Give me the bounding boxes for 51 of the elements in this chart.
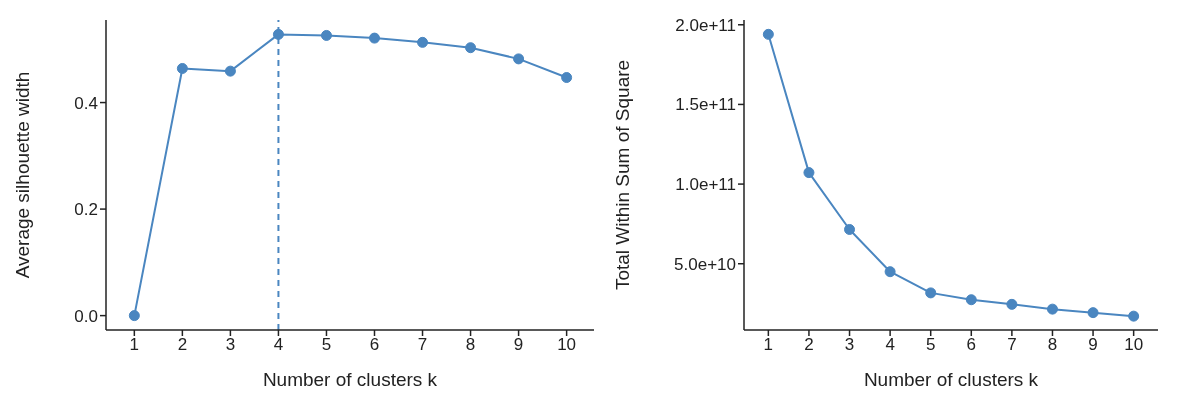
x-tick-label: 9 (513, 335, 524, 355)
x-tick-label: 7 (1007, 335, 1017, 355)
x-tick-label: 6 (369, 335, 380, 355)
point (417, 36, 429, 48)
x-tick-label: 3 (844, 335, 855, 355)
x-tick-label: 1 (129, 335, 140, 355)
y-tick-label: 2.0e+11 (675, 15, 736, 35)
x-axis-title: Number of clusters k (262, 369, 438, 390)
point (925, 287, 937, 299)
point (762, 28, 774, 40)
x-tick-label: 2 (804, 335, 814, 355)
point (1087, 307, 1099, 319)
point (176, 62, 188, 74)
x-tick-label: 10 (1124, 335, 1144, 355)
y-tick-label: 5.0e+10 (674, 254, 736, 274)
x-tick-label: 10 (557, 335, 577, 355)
point (224, 65, 236, 77)
x-tick-label: 9 (1088, 335, 1098, 355)
point (965, 294, 977, 306)
point (844, 223, 856, 235)
x-tick-label: 3 (225, 335, 236, 355)
x-tick-label: 8 (465, 335, 476, 355)
point (1046, 303, 1058, 315)
point (272, 28, 284, 40)
y-tick-label: 0.4 (74, 93, 98, 113)
y-axis-title: Total Within Sum of Square (611, 59, 633, 291)
x-tick-label: 5 (925, 335, 936, 355)
y-tick-label: 0.0 (74, 306, 98, 326)
x-tick-label: 4 (273, 335, 284, 355)
x-tick-label: 2 (177, 335, 188, 355)
point (803, 167, 815, 179)
x-axis-title: Number of clusters k (863, 369, 1039, 390)
x-tick-label: 1 (763, 335, 774, 355)
point (1128, 310, 1140, 322)
point (320, 29, 332, 41)
point (128, 310, 140, 322)
x-tick-label: 6 (966, 335, 977, 355)
point (561, 72, 573, 84)
x-tick-label: 7 (417, 335, 428, 355)
y-tick-label: 1.5e+11 (675, 95, 736, 115)
point (1006, 298, 1018, 310)
y-tick-label: 0.2 (74, 200, 98, 220)
point (884, 266, 896, 278)
y-tick-label: 1.0e+11 (675, 175, 736, 195)
x-tick-label: 4 (885, 335, 895, 355)
y-axis-title: Average silhouette width (11, 71, 33, 279)
x-tick-label: 5 (321, 335, 332, 355)
point (465, 42, 477, 54)
point (513, 53, 525, 65)
x-tick-label: 8 (1047, 335, 1058, 355)
point (369, 32, 380, 44)
